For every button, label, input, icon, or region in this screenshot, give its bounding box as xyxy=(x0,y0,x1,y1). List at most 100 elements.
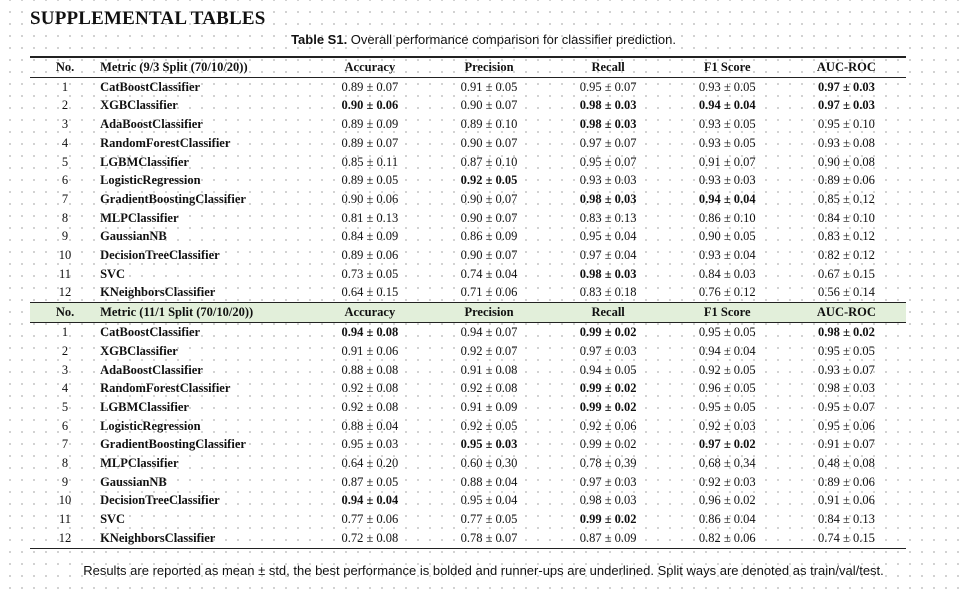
metric-cell: 0.81 ± 0.13 xyxy=(341,210,399,225)
metric-cell: 0.95 ± 0.05 xyxy=(698,325,756,340)
table-row: 10 DecisionTreeClassifier 0.89 ± 0.06 0.90 … xyxy=(30,246,906,265)
classifier-name: XGBClassifier xyxy=(100,343,178,358)
col-header-metric: Metric (11/1 Split (70/10/20)) xyxy=(100,302,311,324)
classifier-name: DecisionTreeClassifier xyxy=(100,248,220,263)
classifier-name: RandomForestClassifier xyxy=(100,135,231,150)
classifier-name: GradientBoostingClassifier xyxy=(100,191,246,206)
metric-cell: 0.99 ± 0.02 xyxy=(579,381,637,396)
metric-cell: 0.97 ± 0.02 xyxy=(698,437,756,452)
classifier-name: AdaBoostClassifier xyxy=(100,362,203,377)
metric-cell: 0.89 ± 0.09 xyxy=(341,117,399,132)
metric-cell: 0.94 ± 0.04 xyxy=(698,98,756,113)
metric-cell: 0.98 ± 0.03 xyxy=(817,381,875,396)
metric-cell: 0.90 ± 0.06 xyxy=(341,98,399,113)
table-row: 12 KNeighborsClassifier 0.72 ± 0.08 0.78 ± … xyxy=(30,528,906,549)
table-caption: Table S1. Overall performance comparison… xyxy=(0,32,967,47)
metric-cell: 0.89 ± 0.06 xyxy=(341,248,399,263)
row-number: 9 xyxy=(61,474,69,489)
metric-cell: 0.95 ± 0.04 xyxy=(579,229,637,244)
metric-cell: 0.93 ± 0.04 xyxy=(698,248,756,263)
classifier-name: CatBoostClassifier xyxy=(100,325,201,340)
metric-cell: 0.91 ± 0.08 xyxy=(460,362,518,377)
metric-cell: 0.91 ± 0.06 xyxy=(817,493,875,508)
header-row: No. Metric (11/1 Split (70/10/20)) Accurac… xyxy=(30,302,906,324)
metric-cell: 0.83 ± 0.13 xyxy=(579,210,637,225)
metric-cell: 0.99 ± 0.02 xyxy=(579,512,637,527)
row-number: 1 xyxy=(61,79,69,94)
metric-cell: 0.95 ± 0.03 xyxy=(341,437,399,452)
col-header-1: Accuracy xyxy=(310,55,430,78)
classifier-name: GaussianNB xyxy=(100,229,167,244)
col-header-3: Recall xyxy=(548,55,668,78)
metric-cell: 0.88 ± 0.04 xyxy=(460,474,518,489)
metric-cell: 0.84 ± 0.09 xyxy=(341,229,399,244)
metric-cell: 0.78 ± 0.39 xyxy=(579,456,637,471)
classifier-name: KNeighborsClassifier xyxy=(100,283,311,304)
metric-cell: 0.87 ± 0.05 xyxy=(341,474,399,489)
metric-cell: 0.90 ± 0.07 xyxy=(460,135,518,150)
table-row: 2 XGBClassifier 0.90 ± 0.06 0.90 ± 0.07 0.98… xyxy=(30,96,906,115)
metric-cell: 0.83 ± 0.12 xyxy=(817,229,875,244)
metric-cell: 0.89 ± 0.07 xyxy=(341,135,399,150)
metric-cell: 0.96 ± 0.02 xyxy=(698,493,756,508)
metric-cell: 0.93 ± 0.03 xyxy=(579,173,637,188)
performance-table: No. Metric (9/3 Split (70/10/20)) Accuracy… xyxy=(30,55,906,549)
metric-cell: 0.93 ± 0.05 xyxy=(698,79,756,94)
metric-cell: 0.92 ± 0.06 xyxy=(579,418,637,433)
metric-cell: 0.96 ± 0.05 xyxy=(698,381,756,396)
metric-cell: 0.95 ± 0.03 xyxy=(460,437,518,452)
metric-cell: 0.86 ± 0.04 xyxy=(698,512,756,527)
classifier-name: GradientBoostingClassifier xyxy=(100,437,246,452)
metric-cell: 0.77 ± 0.05 xyxy=(460,512,518,527)
caption-label: Table S1. xyxy=(291,32,348,47)
table-row: 7 GradientBoostingClassifier 0.95 ± 0.03 0.… xyxy=(30,435,906,454)
metric-cell: 0.91 ± 0.07 xyxy=(817,437,875,452)
metric-cell: 0.91 ± 0.07 xyxy=(698,154,756,169)
table-row: 9 GaussianNB 0.84 ± 0.09 0.86 ± 0.09 0.95 ± … xyxy=(30,227,906,246)
metric-cell: 0.77 ± 0.06 xyxy=(341,512,399,527)
metric-cell: 0.67 ± 0.15 xyxy=(817,266,875,281)
page-title: SUPPLEMENTAL TABLES xyxy=(30,8,266,29)
metric-cell: 0.89 ± 0.05 xyxy=(341,173,399,188)
metric-cell: 0.88 ± 0.08 xyxy=(341,362,399,377)
row-number: 8 xyxy=(61,210,69,225)
metric-cell: 0.98 ± 0.03 xyxy=(579,98,637,113)
metric-cell: 0.95 ± 0.06 xyxy=(817,418,875,433)
classifier-name: MLPClassifier xyxy=(100,210,179,225)
metric-cell: 0.97 ± 0.03 xyxy=(579,343,637,358)
metric-cell: 0.92 ± 0.05 xyxy=(460,173,518,188)
classifier-name: KNeighborsClassifier xyxy=(100,528,311,549)
metric-cell: 0.95 ± 0.04 xyxy=(460,493,518,508)
row-number: 6 xyxy=(61,173,69,188)
table-row: 3 AdaBoostClassifier 0.89 ± 0.09 0.89 ± 0.1… xyxy=(30,115,906,134)
table-row: 2 XGBClassifier 0.91 ± 0.06 0.92 ± 0.07 0.97… xyxy=(30,342,906,361)
metric-cell: 0.94 ± 0.05 xyxy=(579,362,637,377)
table-row: 12 KNeighborsClassifier 0.64 ± 0.15 0.71 ± … xyxy=(30,283,906,304)
metric-cell: 0.86 ± 0.09 xyxy=(460,229,518,244)
metric-cell: 0.92 ± 0.07 xyxy=(460,343,518,358)
row-number: 3 xyxy=(61,117,69,132)
metric-cell: 0.93 ± 0.08 xyxy=(817,135,875,150)
metric-cell: 0.86 ± 0.10 xyxy=(698,210,756,225)
row-number: 5 xyxy=(61,399,69,414)
col-header-5: AUC-ROC xyxy=(786,302,906,324)
classifier-name: SVC xyxy=(100,266,126,281)
metric-cell: 0.89 ± 0.10 xyxy=(460,117,518,132)
classifier-name: LogisticRegression xyxy=(100,418,201,433)
row-number: 8 xyxy=(61,456,69,471)
classifier-name: DecisionTreeClassifier xyxy=(100,493,220,508)
metric-cell: 0.85 ± 0.12 xyxy=(817,191,875,206)
col-header-no: No. xyxy=(30,55,101,78)
metric-cell: 0.92 ± 0.05 xyxy=(460,418,518,433)
caption-text: Overall performance comparison for class… xyxy=(347,32,676,47)
metric-cell: 0.94 ± 0.04 xyxy=(698,343,756,358)
classifier-name: CatBoostClassifier xyxy=(100,79,201,94)
classifier-name: XGBClassifier xyxy=(100,98,178,113)
metric-cell: 0.90 ± 0.07 xyxy=(460,98,518,113)
metric-cell: 0.89 ± 0.06 xyxy=(817,474,875,489)
metric-cell: 0.91 ± 0.09 xyxy=(460,399,518,414)
metric-cell: 0.90 ± 0.08 xyxy=(817,154,875,169)
table-row: 7 GradientBoostingClassifier 0.90 ± 0.06 0.… xyxy=(30,190,906,209)
row-number: 7 xyxy=(61,191,69,206)
metric-cell: 0.91 ± 0.06 xyxy=(341,343,399,358)
